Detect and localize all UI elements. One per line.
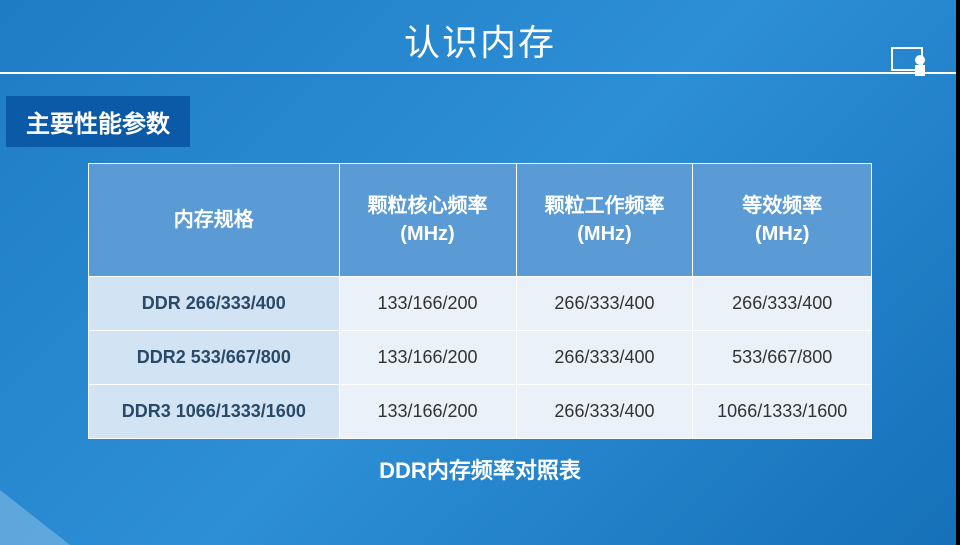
cell-value: 133/166/200 xyxy=(339,385,516,439)
section-subtitle: 主要性能参数 xyxy=(6,96,190,147)
th-spec: 内存规格 xyxy=(89,164,340,277)
header-divider xyxy=(0,72,960,74)
cell-spec: DDR3 1066/1333/1600 xyxy=(89,385,340,439)
cell-value: 266/333/400 xyxy=(516,385,693,439)
table-row: DDR 266/333/400 133/166/200 266/333/400 … xyxy=(89,277,872,331)
page-title: 认识内存 xyxy=(0,14,960,66)
decorative-corner xyxy=(0,490,70,545)
cell-spec: DDR 266/333/400 xyxy=(89,277,340,331)
cell-value: 1066/1333/1600 xyxy=(693,385,872,439)
teacher-icon xyxy=(890,46,930,78)
table-header-row: 内存规格 颗粒核心频率(MHz) 颗粒工作频率(MHz) 等效频率(MHz) xyxy=(89,164,872,277)
right-edge-strip xyxy=(956,0,960,545)
slide-header: 认识内存 xyxy=(0,0,960,84)
th-working-freq: 颗粒工作频率(MHz) xyxy=(516,164,693,277)
memory-frequency-table: 内存规格 颗粒核心频率(MHz) 颗粒工作频率(MHz) 等效频率(MHz) D… xyxy=(88,163,872,439)
table-caption: DDR内存频率对照表 xyxy=(88,453,872,485)
cell-value: 133/166/200 xyxy=(339,331,516,385)
cell-spec: DDR2 533/667/800 xyxy=(89,331,340,385)
th-effective-freq: 等效频率(MHz) xyxy=(693,164,872,277)
cell-value: 533/667/800 xyxy=(693,331,872,385)
cell-value: 133/166/200 xyxy=(339,277,516,331)
cell-value: 266/333/400 xyxy=(516,277,693,331)
table-container: 内存规格 颗粒核心频率(MHz) 颗粒工作频率(MHz) 等效频率(MHz) D… xyxy=(0,147,960,485)
cell-value: 266/333/400 xyxy=(516,331,693,385)
table-row: DDR2 533/667/800 133/166/200 266/333/400… xyxy=(89,331,872,385)
table-row: DDR3 1066/1333/1600 133/166/200 266/333/… xyxy=(89,385,872,439)
cell-value: 266/333/400 xyxy=(693,277,872,331)
th-core-freq: 颗粒核心频率(MHz) xyxy=(339,164,516,277)
